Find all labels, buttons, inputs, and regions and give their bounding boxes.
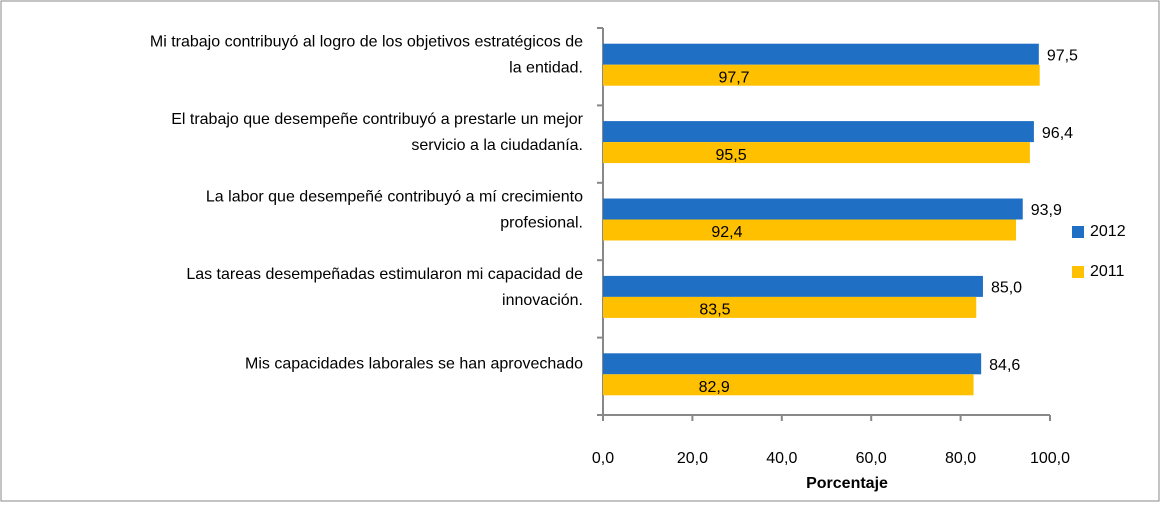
legend-swatch	[1072, 226, 1084, 238]
legend-swatch	[1072, 266, 1084, 278]
x-axis-title: Porcentaje	[806, 475, 888, 492]
y-tick-label: Mis capacidades laborales se han aprovec…	[245, 356, 583, 373]
bar	[603, 353, 982, 375]
x-tick-label: 100,0	[1030, 450, 1070, 467]
y-tick-label: Las tareas desempeñadas estimularon mi c…	[186, 266, 583, 309]
value-label: 83,5	[699, 302, 730, 319]
bar	[603, 275, 983, 297]
x-tick-label: 60,0	[856, 450, 887, 467]
legend-label: 2011	[1090, 263, 1125, 280]
x-tick-label: 0,0	[592, 450, 614, 467]
value-label: 97,5	[1047, 47, 1078, 64]
value-label: 92,4	[711, 224, 742, 241]
x-tick-label: 40,0	[766, 450, 797, 467]
bar	[603, 43, 1039, 65]
bar	[603, 198, 1023, 220]
x-tick-label: 20,0	[677, 450, 708, 467]
bar	[603, 64, 1040, 86]
value-label: 85,0	[991, 280, 1022, 297]
value-label: 84,6	[989, 357, 1020, 374]
bar	[603, 121, 1034, 143]
bar	[603, 296, 977, 318]
x-tick-label: 80,0	[945, 450, 976, 467]
value-label: 97,7	[718, 69, 749, 86]
value-label: 96,4	[1042, 125, 1073, 142]
value-label: 82,9	[699, 379, 730, 396]
y-tick-label: El trabajo que desempeñe contribuyó a pr…	[171, 111, 583, 154]
value-label: 95,5	[715, 147, 746, 164]
value-label: 93,9	[1031, 202, 1062, 219]
bar	[603, 374, 974, 396]
y-tick-label: Mi trabajo contribuyó al logro de los ob…	[150, 34, 583, 77]
legend-label: 2012	[1090, 223, 1126, 240]
y-tick-label: La labor que desempeñé contribuyó a mí c…	[206, 189, 583, 232]
bar	[603, 142, 1030, 164]
bar	[603, 219, 1017, 241]
